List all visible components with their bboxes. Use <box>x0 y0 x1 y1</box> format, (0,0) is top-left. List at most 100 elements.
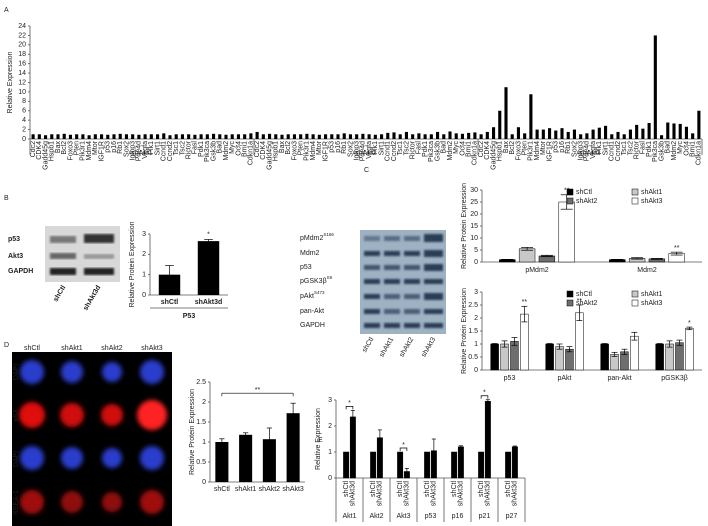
bar <box>691 133 695 139</box>
bar <box>510 134 514 139</box>
x-tick-label: Rictor <box>634 140 641 159</box>
x-tick-label: Pik3r1 <box>80 141 87 161</box>
y-axis-label: Relative Protein Expression <box>461 288 468 374</box>
y-tick-label: 1.5 <box>196 419 206 426</box>
significance-star: ** <box>522 299 528 306</box>
bar <box>467 132 471 139</box>
y-tick-label: 0 <box>474 367 478 374</box>
legend-label: shAkt3 <box>641 198 663 205</box>
bar <box>591 129 595 139</box>
bar <box>68 134 72 139</box>
bar <box>498 110 502 139</box>
x-tick-label: Bcl2 <box>285 141 292 155</box>
y-tick-label: 25 <box>470 199 478 206</box>
blot-row-text: pGSK3β <box>300 278 327 285</box>
x-tick-label: Pten <box>74 141 81 156</box>
x-tick-label: Sox2 <box>123 141 130 157</box>
bar <box>665 343 674 371</box>
legend-swatch <box>566 290 574 298</box>
x-tick-label: p53 <box>105 141 112 153</box>
y-tick-label: 2 <box>474 315 478 322</box>
bar <box>93 134 97 139</box>
bar <box>600 343 609 371</box>
bar <box>355 134 359 139</box>
bar <box>37 134 41 139</box>
legend-swatch <box>631 197 639 205</box>
y-tick-label: 5 <box>474 247 478 254</box>
y-tick-label: 10 <box>18 89 26 96</box>
bar <box>158 274 181 295</box>
x-tick-label: Bmi1 <box>466 141 473 157</box>
micrograph-row-label: DAPI <box>13 451 20 467</box>
bar-label: shAkt3d <box>377 481 384 506</box>
blot-row-text: Akt3 <box>8 253 23 260</box>
bar <box>118 133 122 139</box>
significance-bracket <box>399 447 408 451</box>
x-tick-label: Mtor <box>92 140 99 155</box>
bar-label: shCtl <box>343 481 350 497</box>
x-tick-label: Gadd45g <box>42 141 49 170</box>
bar <box>417 133 421 139</box>
bar <box>75 134 79 139</box>
x-tick-label: CDK4 <box>260 141 267 160</box>
x-tick-label: p53 <box>329 141 336 153</box>
x-tick-label: Igfbp3 <box>354 141 361 161</box>
x-tick-label: Bcl2 <box>61 141 68 155</box>
x-tick-label: Bax <box>503 141 510 154</box>
bar-label: shCtl <box>370 481 377 497</box>
bar <box>324 134 328 139</box>
bar <box>484 401 491 479</box>
legend-swatch <box>631 299 639 307</box>
x-tick-label: Hspb1 <box>49 141 56 161</box>
bar-label: shCtl <box>397 481 404 497</box>
blot-row-label: Mdm2 <box>300 250 320 257</box>
error-bar <box>556 343 563 350</box>
x-tick-label: IGF1R <box>322 141 329 162</box>
bar <box>205 134 209 139</box>
error-bar <box>576 304 583 321</box>
y-axis-label: Relative Protein Expression <box>461 183 468 269</box>
bar-label: shAkt3d <box>404 481 411 506</box>
bar <box>162 133 166 139</box>
x-tick-label: Fasl <box>192 141 199 155</box>
legend-label: shAkt2 <box>576 198 598 205</box>
bar <box>81 134 85 139</box>
bar <box>672 123 676 139</box>
panel-letter: A <box>4 7 9 14</box>
y-tick-label: 3 <box>142 231 146 238</box>
x-tick-label: Hspb1 <box>273 141 280 161</box>
bar <box>523 133 527 139</box>
x-tick-label: Igfbp3 <box>578 141 585 161</box>
x-tick-label: Bax <box>279 141 286 154</box>
bar <box>558 201 575 263</box>
bar <box>518 248 536 263</box>
y-tick-label: 3 <box>328 397 332 404</box>
bar <box>274 134 278 139</box>
significance-star: ** <box>255 387 261 394</box>
bar <box>56 134 60 139</box>
y-tick-label: 0 <box>328 475 332 482</box>
bar <box>579 134 583 139</box>
x-tick-label: Pik3ca <box>652 141 659 162</box>
x-tick-label: Oct4 <box>683 141 690 156</box>
x-tick-label: p53 <box>553 141 560 153</box>
blot-lane-label: shCtl <box>361 336 375 354</box>
blot-lane-label: shAkt3d <box>82 284 102 311</box>
x-tick-label: Myc <box>453 141 460 154</box>
blot-row-label: p53 <box>8 236 20 243</box>
x-tick-label: Foxo3 <box>67 141 74 161</box>
x-tick-label: p16 <box>559 141 566 153</box>
x-tick-label: Pik3ca <box>428 141 435 162</box>
x-tick-label: Pik3r1 <box>528 141 535 161</box>
bar <box>106 134 110 139</box>
bar <box>199 134 203 139</box>
bar <box>554 130 558 139</box>
y-tick-label: 12 <box>18 79 26 86</box>
y-axis-label: Relative Expression <box>315 408 322 470</box>
bar <box>535 129 539 139</box>
y-tick-label: 1.5 <box>468 328 478 335</box>
bar <box>429 134 433 139</box>
bar <box>262 439 276 482</box>
bar <box>660 135 664 139</box>
bar <box>292 134 296 139</box>
